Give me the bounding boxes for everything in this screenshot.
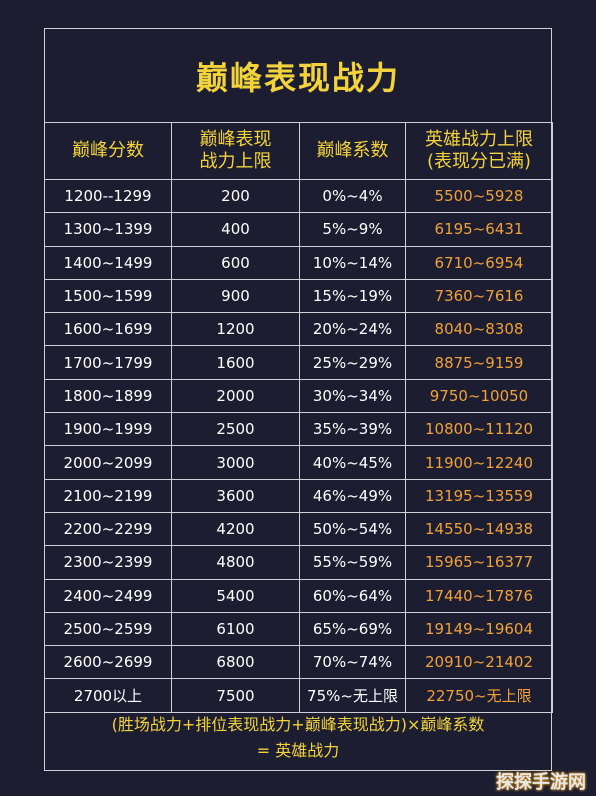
cell-peak-power-limit: 3600 xyxy=(171,478,300,513)
cell-peak-power-limit: 600 xyxy=(171,245,300,280)
cell-peak-power-limit: 400 xyxy=(171,212,300,247)
table-row: 1200--1299 200 0%~4% 5500~5928 xyxy=(44,178,553,214)
cell-hero-power-limit: 15965~16377 xyxy=(405,545,553,580)
table-row: 1900~1999 2500 35%~39% 10800~11120 xyxy=(44,412,553,447)
table-row: 1400~1499 600 10%~14% 6710~6954 xyxy=(44,245,553,280)
table-row: 1800~1899 2000 30%~34% 9750~10050 xyxy=(44,378,553,414)
cell-peak-score: 2700以上 xyxy=(44,678,172,713)
cell-peak-score: 2000~2099 xyxy=(44,445,172,480)
cell-hero-power-limit: 9750~10050 xyxy=(405,378,553,414)
cell-peak-score: 1500~1599 xyxy=(44,278,172,314)
cell-hero-power-limit: 5500~5928 xyxy=(405,178,553,214)
cell-hero-power-limit: 6195~6431 xyxy=(405,212,553,247)
cell-peak-score: 2500~2599 xyxy=(44,611,172,647)
cell-peak-coefficient: 70%~74% xyxy=(299,645,406,680)
table-row: 2300~2399 4800 55%~59% 15965~16377 xyxy=(44,545,553,580)
cell-hero-power-limit: 14550~14938 xyxy=(405,511,553,547)
cell-peak-coefficient: 40%~45% xyxy=(299,445,406,480)
cell-peak-score: 2200~2299 xyxy=(44,511,172,547)
table-row: 2100~2199 3600 46%~49% 13195~13559 xyxy=(44,478,553,513)
cell-peak-score: 1900~1999 xyxy=(44,412,172,447)
cell-peak-power-limit: 7500 xyxy=(171,678,300,713)
cell-peak-score: 2400~2499 xyxy=(44,578,172,613)
cell-hero-power-limit: 19149~19604 xyxy=(405,611,553,647)
cell-peak-score: 2300~2399 xyxy=(44,545,172,580)
table-row: 2700以上 7500 75%~无上限 22750~无上限 xyxy=(44,678,553,713)
cell-peak-power-limit: 1600 xyxy=(171,345,300,380)
cell-peak-coefficient: 50%~54% xyxy=(299,511,406,547)
cell-peak-score: 1200--1299 xyxy=(44,178,172,214)
power-table: 巅峰分数 巅峰表现 战力上限 巅峰系数 英雄战力上限 (表现分已满) 1200-… xyxy=(44,122,553,713)
cell-peak-power-limit: 4800 xyxy=(171,545,300,580)
page-title: 巅峰表现战力 xyxy=(44,28,552,123)
formula-line-1: (胜场战力+排位表现战力+巅峰表现战力)×巅峰系数 xyxy=(111,715,485,734)
cell-peak-coefficient: 55%~59% xyxy=(299,545,406,580)
cell-peak-score: 1700~1799 xyxy=(44,345,172,380)
cell-peak-power-limit: 200 xyxy=(171,178,300,214)
cell-peak-power-limit: 900 xyxy=(171,278,300,314)
cell-hero-power-limit: 20910~21402 xyxy=(405,645,553,680)
cell-peak-coefficient: 46%~49% xyxy=(299,478,406,513)
table-header-row: 巅峰分数 巅峰表现 战力上限 巅峰系数 英雄战力上限 (表现分已满) xyxy=(44,122,553,180)
table-row: 1300~1399 400 5%~9% 6195~6431 xyxy=(44,212,553,247)
formula-text: (胜场战力+排位表现战力+巅峰表现战力)×巅峰系数 = 英雄战力 xyxy=(44,708,552,770)
table-row: 1500~1599 900 15%~19% 7360~7616 xyxy=(44,278,553,314)
table-row: 2500~2599 6100 65%~69% 19149~19604 xyxy=(44,611,553,647)
cell-peak-power-limit: 3000 xyxy=(171,445,300,480)
table-row: 2000~2099 3000 40%~45% 11900~12240 xyxy=(44,445,553,480)
cell-hero-power-limit: 8875~9159 xyxy=(405,345,553,380)
table-row: 1600~1699 1200 20%~24% 8040~8308 xyxy=(44,312,553,347)
watermark-logo: 探探手游网 xyxy=(496,772,586,793)
cell-peak-score: 1600~1699 xyxy=(44,312,172,347)
cell-peak-power-limit: 6100 xyxy=(171,611,300,647)
cell-peak-score: 2100~2199 xyxy=(44,478,172,513)
cell-hero-power-limit: 13195~13559 xyxy=(405,478,553,513)
cell-peak-coefficient: 20%~24% xyxy=(299,312,406,347)
header-peak-power-limit: 巅峰表现 战力上限 xyxy=(171,122,300,180)
cell-peak-power-limit: 1200 xyxy=(171,312,300,347)
cell-peak-power-limit: 6800 xyxy=(171,645,300,680)
cell-peak-score: 2600~2699 xyxy=(44,645,172,680)
cell-hero-power-limit: 8040~8308 xyxy=(405,312,553,347)
table-row: 2400~2499 5400 60%~64% 17440~17876 xyxy=(44,578,553,613)
cell-peak-coefficient: 60%~64% xyxy=(299,578,406,613)
cell-peak-coefficient: 25%~29% xyxy=(299,345,406,380)
header-hero-power-limit: 英雄战力上限 (表现分已满) xyxy=(405,122,553,180)
cell-peak-power-limit: 4200 xyxy=(171,511,300,547)
cell-hero-power-limit: 7360~7616 xyxy=(405,278,553,314)
cell-peak-score: 1400~1499 xyxy=(44,245,172,280)
cell-peak-coefficient: 0%~4% xyxy=(299,178,406,214)
cell-peak-coefficient: 30%~34% xyxy=(299,378,406,414)
table-row: 2200~2299 4200 50%~54% 14550~14938 xyxy=(44,511,553,547)
cell-peak-power-limit: 2000 xyxy=(171,378,300,414)
cell-peak-power-limit: 2500 xyxy=(171,412,300,447)
header-peak-coefficient: 巅峰系数 xyxy=(299,122,406,180)
cell-peak-power-limit: 5400 xyxy=(171,578,300,613)
table-row: 1700~1799 1600 25%~29% 8875~9159 xyxy=(44,345,553,380)
cell-peak-coefficient: 10%~14% xyxy=(299,245,406,280)
cell-hero-power-limit: 22750~无上限 xyxy=(405,678,553,713)
cell-hero-power-limit: 10800~11120 xyxy=(405,412,553,447)
formula-line-2: = 英雄战力 xyxy=(256,741,340,760)
header-peak-score: 巅峰分数 xyxy=(44,122,172,180)
cell-peak-coefficient: 65%~69% xyxy=(299,611,406,647)
cell-peak-coefficient: 35%~39% xyxy=(299,412,406,447)
cell-peak-score: 1800~1899 xyxy=(44,378,172,414)
table-row: 2600~2699 6800 70%~74% 20910~21402 xyxy=(44,645,553,680)
cell-hero-power-limit: 11900~12240 xyxy=(405,445,553,480)
cell-hero-power-limit: 17440~17876 xyxy=(405,578,553,613)
cell-peak-coefficient: 5%~9% xyxy=(299,212,406,247)
cell-peak-score: 1300~1399 xyxy=(44,212,172,247)
cell-peak-coefficient: 15%~19% xyxy=(299,278,406,314)
cell-hero-power-limit: 6710~6954 xyxy=(405,245,553,280)
